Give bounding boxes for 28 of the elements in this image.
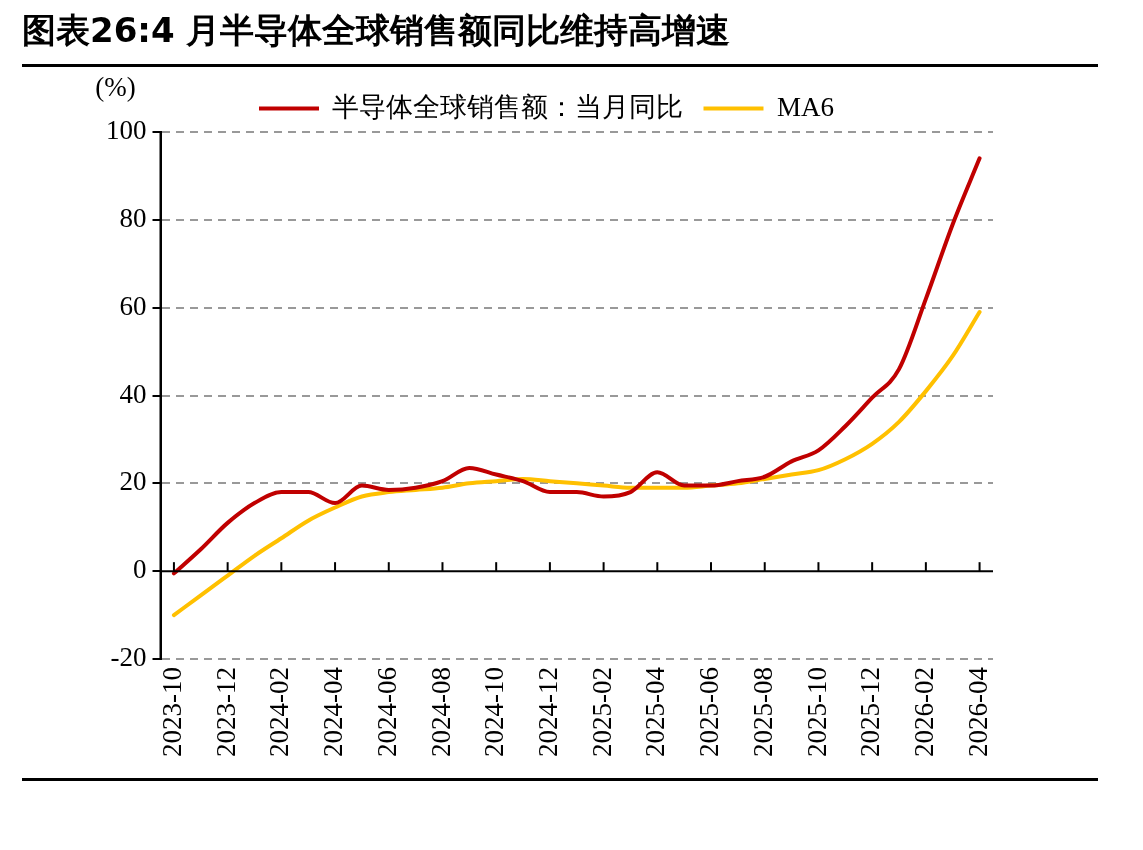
x-tick-label: 2024-12 (532, 667, 563, 758)
y-tick-label: 80 (119, 202, 147, 233)
x-tick-label: 2026-04 (962, 666, 993, 758)
y-axis-title: (%) (95, 71, 136, 102)
x-tick-label: 2023-12 (210, 667, 241, 758)
x-tick-label: 2024-04 (318, 666, 349, 758)
x-tick-label: 2025-08 (747, 667, 778, 758)
legend-label: MA6 (777, 91, 835, 122)
x-tick-label: 2025-06 (694, 667, 725, 758)
chart-title: 图表26:4 月半导体全球销售额同比维持高增速 (22, 8, 1098, 67)
x-tick-label: 2025-10 (801, 667, 832, 758)
y-tick-label: 40 (119, 378, 147, 409)
x-tick-label: 2026-02 (908, 667, 939, 758)
y-tick-label: 60 (119, 290, 147, 321)
y-tick-label: -20 (110, 642, 147, 673)
legend-label: 半导体全球销售额：当月同比 (332, 91, 684, 122)
y-tick-label: 100 (106, 115, 147, 146)
x-tick-label: 2024-02 (264, 667, 295, 758)
x-tick-label: 2025-04 (640, 666, 671, 758)
x-tick-label: 2024-08 (425, 667, 456, 758)
x-tick-label: 2023-10 (157, 667, 188, 758)
y-tick-label: 0 (133, 554, 147, 585)
line-series (171, 156, 982, 576)
x-tick-label: 2024-10 (479, 667, 510, 758)
x-tick-label: 2025-12 (855, 667, 886, 758)
x-tick-label: 2025-02 (586, 667, 617, 758)
x-tick-label: 2024-06 (371, 667, 402, 758)
y-tick-label: 20 (119, 466, 147, 497)
